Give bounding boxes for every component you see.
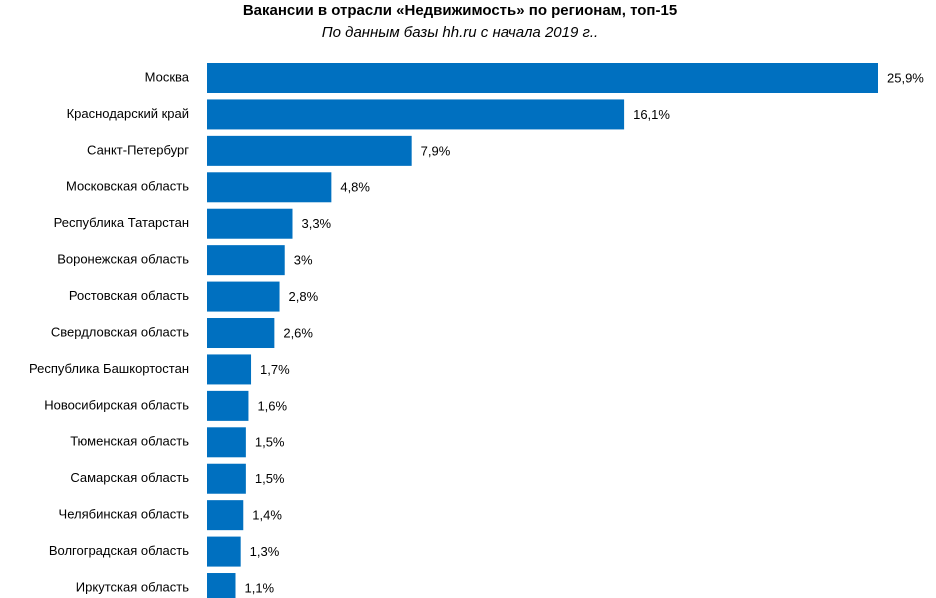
value-label: 1,7% — [260, 362, 290, 377]
bar — [207, 427, 246, 458]
bar — [207, 500, 244, 531]
bar — [207, 463, 246, 494]
bar — [207, 536, 241, 567]
value-label: 2,6% — [283, 325, 313, 340]
chart-subtitle: По данным базы hh.ru с начала 2019 г.. — [322, 24, 598, 41]
bar — [207, 99, 625, 130]
category-label: Новосибирская область — [44, 397, 189, 412]
value-label: 2,8% — [289, 289, 319, 304]
value-label: 25,9% — [887, 70, 924, 85]
value-label: 1,5% — [255, 435, 285, 450]
category-label: Санкт-Петербург — [87, 142, 189, 157]
category-label: Иркутская область — [76, 579, 189, 594]
category-label: Тюменская область — [70, 434, 189, 449]
bar — [207, 135, 412, 166]
category-label: Челябинская область — [59, 507, 190, 522]
value-label: 3% — [294, 253, 313, 268]
value-label: 3,3% — [301, 216, 331, 231]
category-label: Свердловская область — [51, 324, 189, 339]
value-label: 1,4% — [252, 508, 282, 523]
value-label: 1,3% — [250, 544, 280, 559]
chart-title: Вакансии в отрасли «Недвижимость» по рег… — [243, 2, 677, 19]
category-label: Краснодарский край — [67, 106, 189, 121]
category-label: Ростовская область — [69, 288, 189, 303]
bar — [207, 245, 285, 276]
category-label: Москва — [145, 69, 190, 84]
bar — [207, 573, 236, 598]
bar — [207, 172, 332, 203]
category-label: Московская область — [66, 179, 189, 194]
category-label: Воронежская область — [57, 252, 189, 267]
bar — [207, 208, 293, 239]
value-label: 7,9% — [421, 143, 451, 158]
value-label: 4,8% — [340, 180, 370, 195]
value-label: 1,5% — [255, 471, 285, 486]
bar — [207, 281, 280, 312]
bar — [207, 354, 252, 385]
category-label: Самарская область — [70, 470, 189, 485]
bar — [207, 63, 878, 93]
value-label: 1,1% — [244, 580, 274, 595]
value-label: 16,1% — [633, 107, 670, 122]
bar — [207, 318, 275, 349]
category-label: Республика Башкортостан — [29, 361, 189, 376]
value-label: 1,6% — [257, 398, 287, 413]
category-label: Волгоградская область — [49, 543, 189, 558]
category-label: Республика Татарстан — [54, 215, 189, 230]
bar — [207, 390, 249, 421]
